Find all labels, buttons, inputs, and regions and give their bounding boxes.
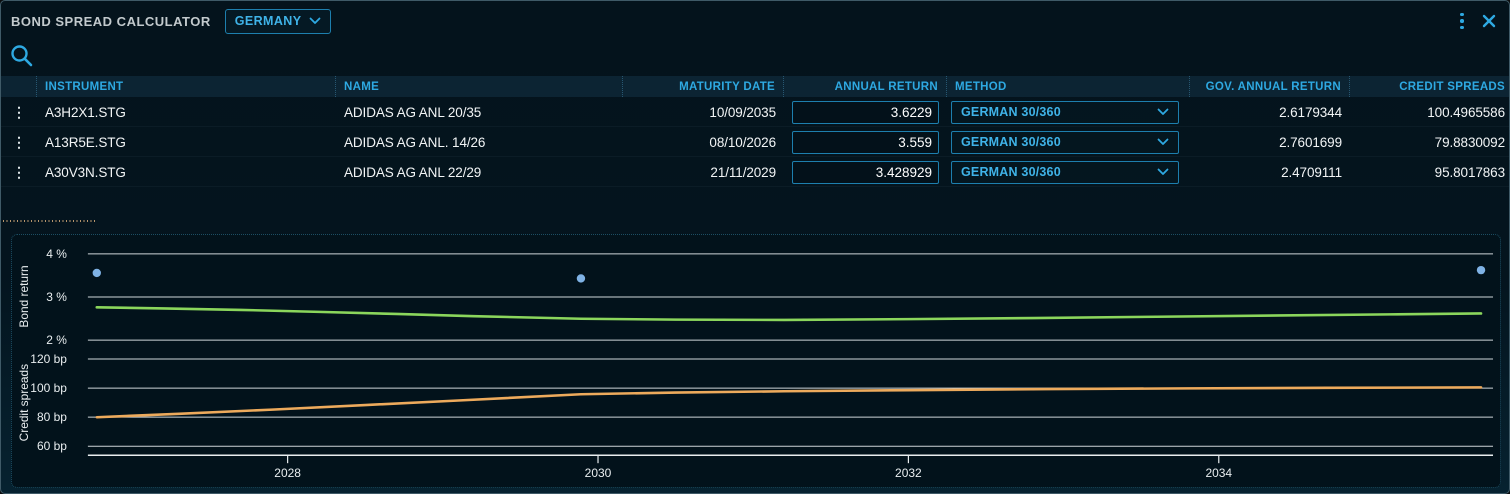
chevron-down-icon [1157, 138, 1169, 145]
close-icon[interactable] [1481, 13, 1497, 29]
svg-text:60 bp: 60 bp [37, 439, 67, 453]
maturity-date-cell: 10/09/2035 [709, 104, 776, 120]
spread-chart: 4 % 3 % 2 % Bond return 120 bp 100 bp 80 bp 60 … [11, 234, 1501, 488]
name-cell: ADIDAS AG ANL 22/29 [344, 164, 482, 180]
method-dropdown[interactable]: GERMAN 30/360 [951, 100, 1179, 124]
svg-text:2032: 2032 [895, 466, 922, 480]
table-row[interactable]: ⋮ A13R5E.STG ADIDAS AG ANL. 14/26 08/10/… [1, 127, 1509, 157]
row-menu-kebab-icon[interactable]: ⋮ [12, 104, 26, 120]
credit-spreads-cell: 100.4965586 [1427, 104, 1505, 120]
titlebar: BOND SPREAD CALCULATOR GERMANY [1, 1, 1509, 41]
bond-table: INSTRUMENT NAME MATURITY DATE ANNUAL RET… [1, 76, 1509, 187]
svg-text:3 %: 3 % [46, 290, 67, 304]
annual-return-input[interactable] [792, 100, 939, 124]
chevron-down-icon [1157, 168, 1169, 175]
svg-text:80 bp: 80 bp [37, 410, 67, 424]
col-header-gov-annual-return: GOV. ANNUAL RETURN [1190, 76, 1350, 97]
credit-spreads-cell: 95.8017863 [1434, 164, 1505, 180]
table-row[interactable]: ⋮ A3H2X1.STG ADIDAS AG ANL 20/35 10/09/2… [1, 97, 1509, 127]
maturity-date-cell: 21/11/2029 [710, 164, 776, 180]
chevron-down-icon [310, 17, 321, 24]
svg-text:2028: 2028 [274, 466, 301, 480]
instrument-cell: A13R5E.STG [45, 134, 126, 150]
col-header-name: NAME [336, 76, 623, 97]
col-header-annual-return: ANNUAL RETURN [784, 76, 947, 97]
country-dropdown-value: GERMANY [234, 14, 302, 28]
annual-return-input[interactable] [792, 130, 939, 154]
gov-annual-return-cell: 2.7601699 [1279, 134, 1342, 150]
country-dropdown[interactable]: GERMANY [224, 8, 332, 34]
table-row[interactable]: ⋮ A30V3N.STG ADIDAS AG ANL 22/29 21/11/2… [1, 157, 1509, 187]
search-icon[interactable] [9, 43, 35, 69]
method-dropdown[interactable]: GERMAN 30/360 [951, 130, 1179, 154]
gov-annual-return-cell: 2.6179344 [1279, 104, 1342, 120]
col-header-handle [1, 76, 37, 97]
col-header-instrument: INSTRUMENT [37, 76, 336, 97]
method-dropdown-value: GERMAN 30/360 [961, 165, 1061, 179]
gov-annual-return-cell: 2.4709111 [1281, 164, 1342, 180]
table-header-row: INSTRUMENT NAME MATURITY DATE ANNUAL RET… [1, 76, 1509, 97]
row-menu-kebab-icon[interactable]: ⋮ [12, 134, 26, 150]
maturity-date-cell: 08/10/2026 [709, 134, 776, 150]
chevron-down-icon [1157, 108, 1169, 115]
spread-chart-svg: 4 % 3 % 2 % Bond return 120 bp 100 bp 80 bp 60 … [17, 247, 1494, 480]
name-cell: ADIDAS AG ANL. 14/26 [344, 134, 486, 150]
menu-kebab-icon[interactable] [1451, 10, 1473, 32]
svg-text:100 bp: 100 bp [30, 381, 67, 395]
col-header-credit-spreads: CREDIT SPREADS [1399, 80, 1505, 93]
svg-text:Bond return: Bond return [17, 265, 31, 327]
method-dropdown-value: GERMAN 30/360 [961, 105, 1061, 119]
instrument-cell: A3H2X1.STG [45, 104, 126, 120]
annual-return-input[interactable] [792, 160, 939, 184]
col-header-method: METHOD [947, 76, 1190, 97]
method-dropdown-value: GERMAN 30/360 [961, 135, 1061, 149]
page-title: BOND SPREAD CALCULATOR [11, 13, 211, 29]
col-header-maturity-date: MATURITY DATE [623, 76, 784, 97]
method-dropdown[interactable]: GERMAN 30/360 [951, 160, 1179, 184]
credit-spreads-cell: 79.8830092 [1434, 134, 1505, 150]
svg-text:4 %: 4 % [46, 247, 67, 261]
svg-text:2030: 2030 [585, 466, 612, 480]
row-menu-kebab-icon[interactable]: ⋮ [12, 164, 26, 180]
svg-text:Credit spreads: Credit spreads [17, 364, 31, 441]
svg-text:120 bp: 120 bp [30, 352, 67, 366]
pane-splitter-grip[interactable] [3, 220, 95, 222]
instrument-cell: A30V3N.STG [45, 164, 126, 180]
name-cell: ADIDAS AG ANL 20/35 [344, 104, 482, 120]
svg-text:2034: 2034 [1205, 466, 1232, 480]
svg-text:2 %: 2 % [46, 333, 67, 347]
